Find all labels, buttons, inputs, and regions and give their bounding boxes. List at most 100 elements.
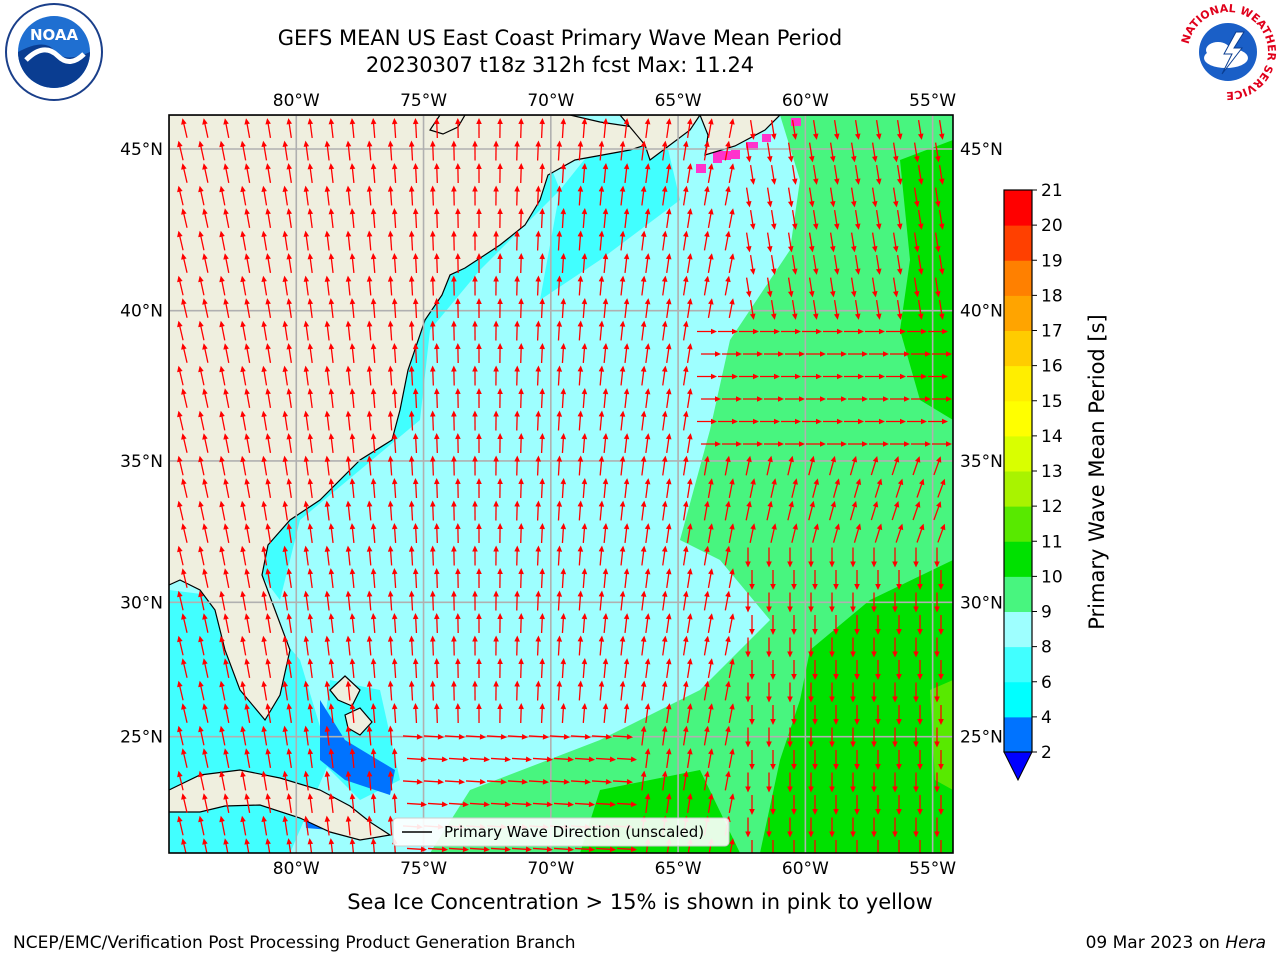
wave-arrow [844, 328, 864, 335]
wave-arrow [514, 185, 520, 206]
wave-arrow [871, 817, 877, 838]
wave-arrow [917, 570, 923, 590]
wave-arrow [853, 523, 862, 543]
wave-arrow [514, 140, 520, 161]
wave-arrow [265, 208, 272, 228]
wave-arrow [917, 660, 923, 680]
wave-arrow [265, 838, 271, 853]
wave-arrow [875, 570, 881, 590]
wave-arrow [345, 140, 352, 161]
wave-arrow [591, 734, 612, 740]
wave-arrow [703, 545, 710, 566]
colorbar-bin [1004, 506, 1032, 542]
wave-arrow [619, 410, 626, 431]
wave-arrow [493, 680, 499, 701]
wave-arrow [223, 793, 230, 813]
wave-arrow [644, 748, 651, 769]
wave-arrow [602, 703, 609, 724]
wave-arrow [812, 615, 818, 635]
wave-arrow [553, 846, 574, 853]
wave-arrow [875, 255, 882, 275]
wave-arrow [370, 613, 377, 634]
wave-arrow [518, 298, 524, 319]
wave-arrow [493, 635, 499, 656]
wave-arrow [917, 705, 923, 725]
wave-arrow [328, 118, 335, 139]
wave-arrow [871, 232, 878, 253]
wave-arrow [518, 658, 524, 679]
wave-arrow [434, 703, 440, 724]
wave-arrow [493, 230, 499, 251]
wave-arrow [455, 298, 461, 319]
wave-arrow [701, 351, 721, 357]
wave-arrow [640, 590, 647, 611]
wave-arrow [892, 187, 899, 208]
wave-arrow [324, 140, 331, 161]
wave-arrow [560, 613, 567, 634]
wave-arrow [770, 165, 777, 185]
wave-arrow [177, 770, 184, 791]
wave-arrow [451, 140, 457, 161]
wave-arrow [644, 523, 651, 544]
wave-arrow [307, 433, 314, 454]
wave-arrow [770, 120, 777, 140]
wave-arrow [282, 770, 288, 791]
wave-arrow [832, 478, 840, 498]
wave-arrow [749, 478, 756, 498]
wave-arrow [619, 545, 626, 566]
wave-arrow [430, 590, 436, 611]
lat-tick-label-right: 40°N [960, 302, 1003, 322]
wave-arrow [202, 118, 209, 138]
wave-arrow [472, 140, 478, 161]
wave-arrow [518, 343, 524, 364]
wave-arrow [833, 750, 839, 770]
wave-arrow [240, 725, 247, 746]
wave-arrow [854, 255, 861, 275]
wave-arrow [745, 277, 752, 298]
wave-arrow [307, 343, 314, 364]
wave-arrow [707, 793, 714, 813]
wave-arrow [476, 478, 482, 499]
wave-arrow [514, 545, 520, 566]
wave-arrow [814, 840, 816, 853]
wave-arrow [896, 210, 903, 230]
wave-arrow [661, 230, 668, 251]
wave-arrow [697, 418, 717, 425]
colorbar-bin [1004, 716, 1032, 753]
wave-arrow [412, 118, 419, 139]
wave-arrow [560, 388, 567, 409]
wave-arrow [686, 388, 693, 408]
wave-arrow [665, 523, 672, 544]
wave-arrow [261, 725, 268, 746]
wave-arrow [366, 545, 373, 566]
wave-arrow [829, 592, 835, 613]
wave-arrow [455, 568, 461, 589]
wave-arrow [787, 817, 793, 838]
wave-arrow [423, 734, 444, 740]
footer-date-text: 09 Mar 2023 on [1085, 933, 1226, 953]
wave-arrow [850, 547, 856, 568]
wave-arrow [219, 680, 226, 701]
wave-arrow [223, 388, 230, 408]
wave-arrow [850, 727, 856, 748]
wave-arrow [661, 365, 668, 386]
wave-arrow [240, 185, 247, 206]
wave-arrow [875, 750, 881, 770]
wave-arrow [806, 351, 826, 357]
wave-arrow [349, 298, 356, 319]
wave-arrow [391, 568, 398, 589]
wave-arrow [791, 570, 797, 590]
wave-arrow [577, 275, 584, 296]
wave-arrow [366, 815, 373, 836]
wave-arrow [665, 703, 672, 724]
wave-arrow [934, 277, 941, 298]
wave-arrow [223, 478, 230, 498]
wave-arrow [928, 328, 948, 335]
wave-arrow [911, 441, 931, 447]
wave-arrow [514, 680, 520, 701]
wave-arrow [938, 300, 945, 320]
wave-arrow [265, 253, 272, 273]
wave-arrow [244, 748, 251, 768]
wave-arrow [177, 455, 184, 476]
wave-arrow [812, 120, 819, 140]
